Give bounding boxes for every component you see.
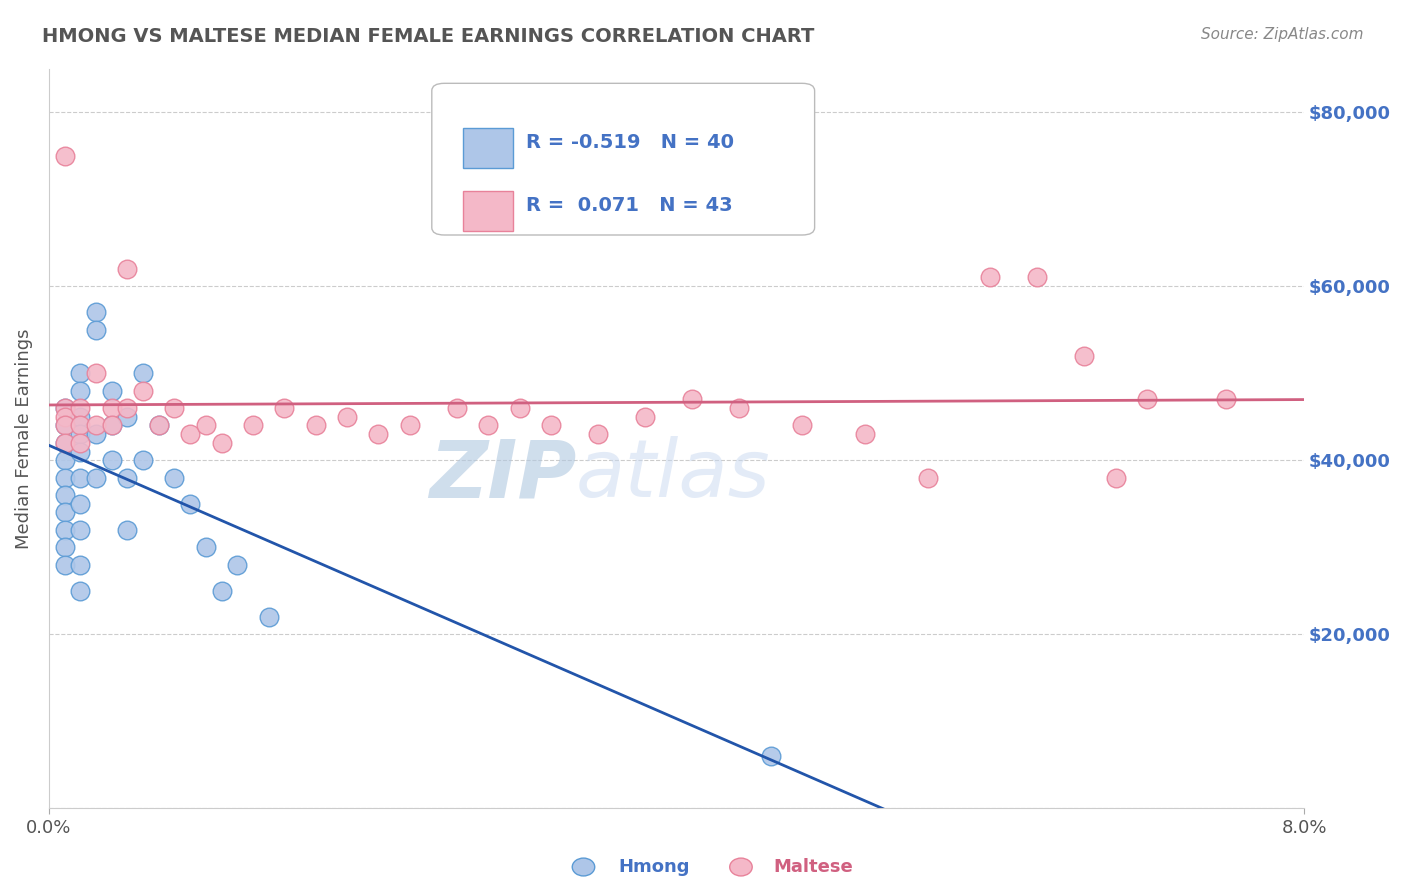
Point	[53, 148, 76, 162]
Point	[446, 401, 468, 415]
Point	[53, 401, 76, 415]
Point	[790, 418, 813, 433]
Point	[759, 749, 782, 764]
Point	[69, 409, 91, 424]
Point	[53, 401, 76, 415]
Point	[728, 401, 751, 415]
Point	[242, 418, 264, 433]
Text: Maltese: Maltese	[773, 858, 853, 876]
Point	[117, 261, 139, 276]
Point	[117, 523, 139, 537]
Point	[100, 418, 122, 433]
Point	[69, 558, 91, 572]
Point	[1215, 392, 1237, 407]
Point	[69, 401, 91, 415]
Text: R =  0.071   N = 43: R = 0.071 N = 43	[526, 196, 733, 215]
Point	[681, 392, 703, 407]
Point	[100, 401, 122, 415]
Point	[69, 418, 91, 433]
Point	[69, 497, 91, 511]
Text: Hmong: Hmong	[619, 858, 690, 876]
Point	[53, 453, 76, 467]
Point	[100, 453, 122, 467]
Point	[117, 409, 139, 424]
Point	[69, 366, 91, 380]
Point	[53, 470, 76, 484]
Point	[69, 444, 91, 458]
Point	[53, 523, 76, 537]
Point	[69, 384, 91, 398]
Point	[53, 418, 76, 433]
Point	[194, 541, 217, 555]
Point	[53, 558, 76, 572]
Point	[84, 427, 107, 442]
Point	[634, 409, 657, 424]
Point	[53, 506, 76, 520]
Point	[148, 418, 170, 433]
Point	[100, 384, 122, 398]
Point	[179, 427, 201, 442]
Text: atlas: atlas	[576, 436, 770, 515]
Point	[1073, 349, 1095, 363]
Point	[84, 305, 107, 319]
Point	[132, 453, 155, 467]
Point	[1105, 470, 1128, 484]
Point	[132, 384, 155, 398]
Point	[273, 401, 295, 415]
Point	[979, 270, 1001, 285]
Point	[69, 523, 91, 537]
Point	[69, 583, 91, 598]
Point	[69, 470, 91, 484]
Point	[305, 418, 328, 433]
Point	[148, 418, 170, 433]
Text: HMONG VS MALTESE MEDIAN FEMALE EARNINGS CORRELATION CHART: HMONG VS MALTESE MEDIAN FEMALE EARNINGS …	[42, 27, 814, 45]
Point	[586, 427, 609, 442]
Point	[509, 401, 531, 415]
Point	[84, 323, 107, 337]
Point	[226, 558, 249, 572]
Point	[853, 427, 876, 442]
Text: ZIP: ZIP	[429, 436, 576, 515]
Point	[179, 497, 201, 511]
Point	[53, 435, 76, 450]
Point	[163, 470, 186, 484]
Point	[917, 470, 939, 484]
Point	[69, 427, 91, 442]
Point	[398, 418, 420, 433]
Point	[53, 418, 76, 433]
Point	[163, 401, 186, 415]
Point	[53, 435, 76, 450]
Point	[477, 418, 499, 433]
Text: R = -0.519   N = 40: R = -0.519 N = 40	[526, 133, 734, 152]
Point	[211, 435, 233, 450]
FancyBboxPatch shape	[463, 128, 513, 169]
Point	[117, 470, 139, 484]
Point	[53, 409, 76, 424]
Point	[53, 488, 76, 502]
Point	[53, 541, 76, 555]
FancyBboxPatch shape	[432, 83, 814, 235]
Point	[211, 583, 233, 598]
Point	[84, 366, 107, 380]
Point	[194, 418, 217, 433]
Y-axis label: Median Female Earnings: Median Female Earnings	[15, 328, 32, 549]
Point	[69, 435, 91, 450]
Point	[336, 409, 359, 424]
Point	[84, 470, 107, 484]
FancyBboxPatch shape	[463, 191, 513, 231]
Text: Source: ZipAtlas.com: Source: ZipAtlas.com	[1201, 27, 1364, 42]
Point	[367, 427, 389, 442]
Point	[540, 418, 562, 433]
Point	[84, 418, 107, 433]
Point	[1136, 392, 1159, 407]
Point	[100, 418, 122, 433]
Point	[257, 610, 280, 624]
Point	[132, 366, 155, 380]
Point	[1026, 270, 1049, 285]
Point	[117, 401, 139, 415]
